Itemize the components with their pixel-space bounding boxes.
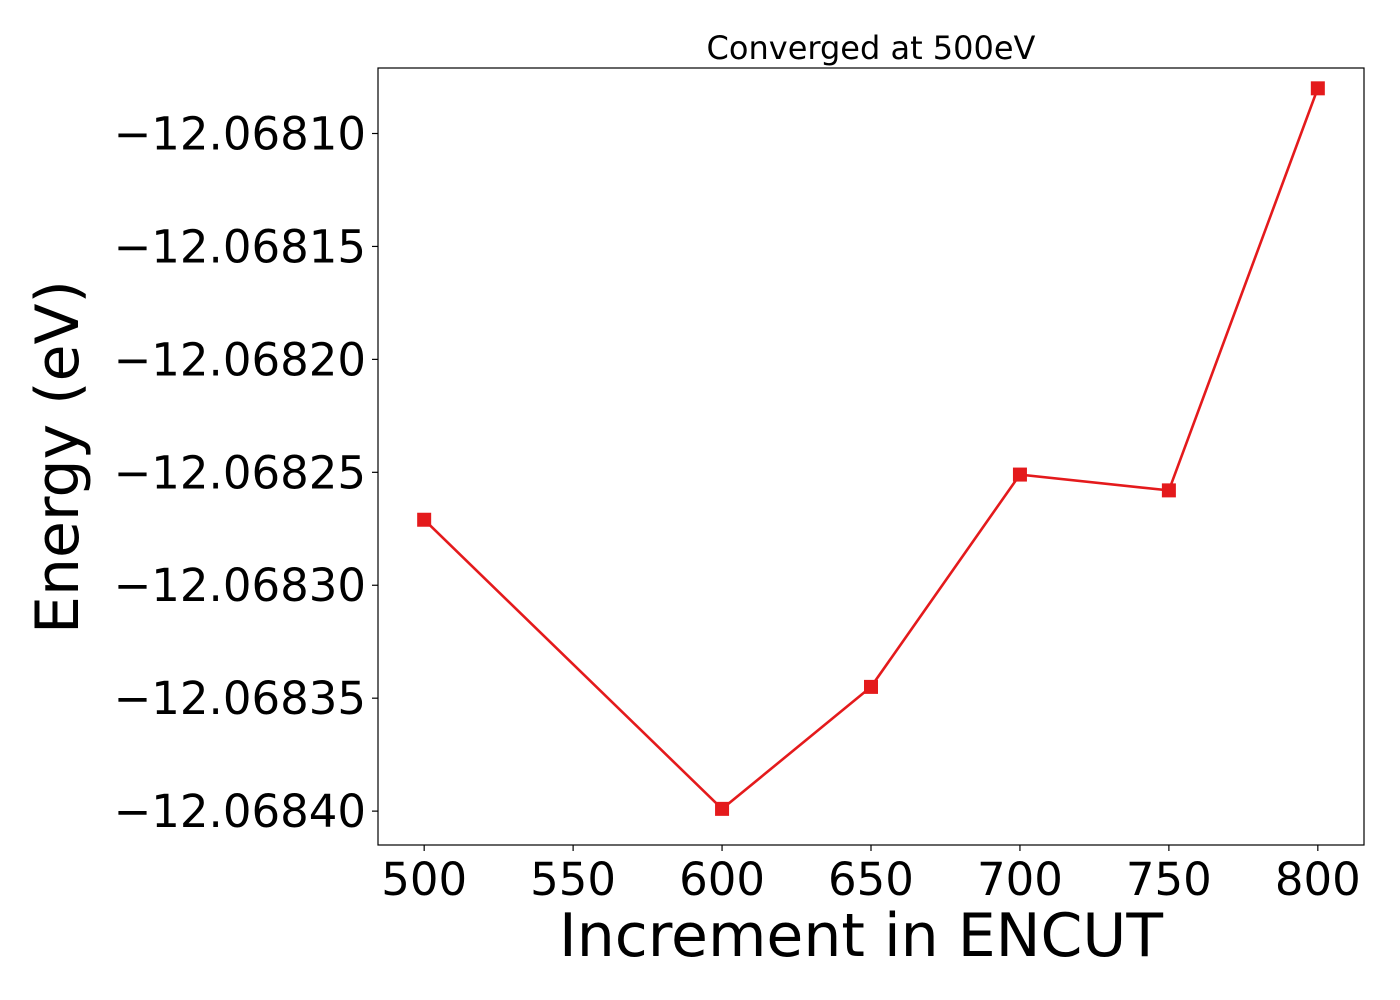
series-line (423, 87, 1320, 811)
y-tick-label: −12.06815 (114, 220, 366, 273)
x-axis-label: Increment in ENCUT (559, 901, 1163, 971)
chart-title: Converged at 500eV (707, 29, 1036, 67)
x-tick-label: 800 (1275, 853, 1361, 906)
x-tick-label: 500 (381, 853, 467, 906)
x-tick-label: 600 (679, 853, 765, 906)
data-point-600 (715, 801, 730, 816)
y-tick-label: −12.06810 (114, 108, 366, 161)
x-tick-label: 550 (530, 853, 616, 906)
y-tick-label: −12.06835 (114, 672, 366, 725)
y-tick-label: −12.06820 (114, 333, 366, 386)
plot-frame (377, 67, 1365, 846)
data-point-800 (1310, 81, 1325, 96)
y-tick-label: −12.06825 (114, 446, 366, 499)
plot-area (417, 81, 1325, 816)
data-point-500 (417, 512, 432, 527)
x-tick-label: 750 (1126, 853, 1212, 906)
series-markers (417, 81, 1325, 816)
y-tick-label: −12.06840 (114, 785, 366, 838)
data-point-650 (864, 679, 878, 694)
x-tick-label: 700 (977, 853, 1063, 906)
x-tick-label: 650 (828, 853, 914, 906)
y-axis-label: Energy (eV) (23, 280, 93, 634)
y-tick-label: −12.06830 (114, 559, 366, 612)
data-point-700 (1012, 467, 1027, 482)
data-point-750 (1161, 483, 1176, 498)
y-axis-ticks: −12.06810 −12.06815 −12.06820 −12.06825 −12.… (114, 108, 378, 838)
x-axis-ticks: 500 550 600 650 700 750 800 (381, 845, 1361, 906)
